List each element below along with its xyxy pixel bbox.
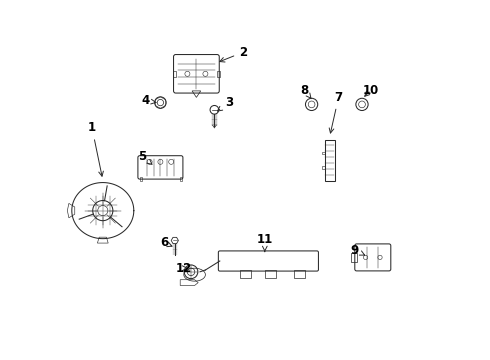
Text: 6: 6	[160, 237, 172, 249]
Bar	[180, 177, 182, 181]
Text: 1: 1	[88, 121, 103, 176]
Text: 2: 2	[220, 46, 247, 62]
Text: 7: 7	[329, 91, 343, 133]
Text: 12: 12	[176, 262, 192, 275]
Bar	[217, 71, 220, 77]
Text: 9: 9	[351, 244, 365, 257]
Bar	[351, 253, 357, 262]
Text: 10: 10	[363, 84, 379, 96]
Bar	[141, 177, 142, 181]
Text: 3: 3	[218, 96, 233, 111]
Bar	[240, 270, 251, 278]
Bar	[265, 270, 276, 278]
Bar	[173, 71, 176, 77]
Text: 11: 11	[257, 233, 273, 252]
Bar	[324, 139, 335, 181]
Bar	[322, 152, 324, 154]
Bar	[294, 270, 305, 278]
Text: 8: 8	[300, 84, 311, 99]
Text: 4: 4	[142, 94, 156, 107]
Text: 5: 5	[138, 150, 152, 164]
Bar	[322, 166, 324, 169]
